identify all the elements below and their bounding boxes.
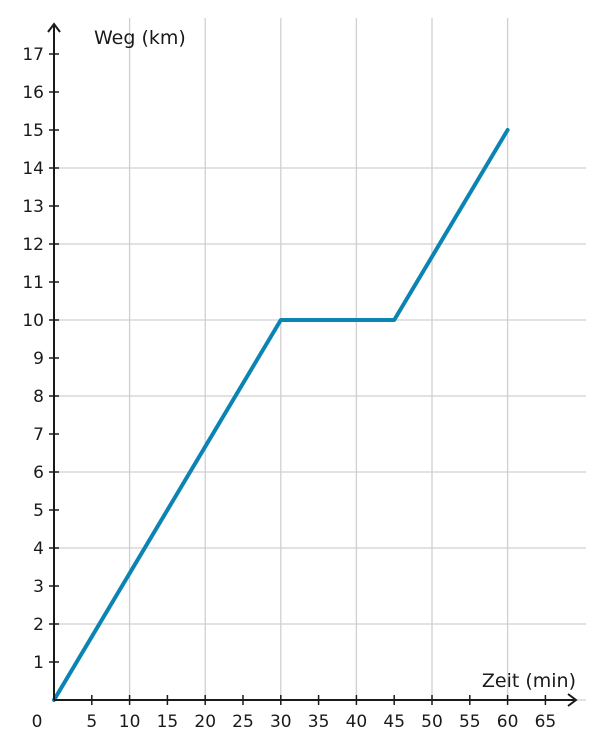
x-axis-label: Zeit (min) xyxy=(482,670,576,692)
x-tick-label: 40 xyxy=(346,712,368,732)
y-tick-label: 12 xyxy=(22,235,44,255)
series-layer xyxy=(52,128,510,702)
series-line xyxy=(52,128,510,702)
x-tick-label: 30 xyxy=(270,712,292,732)
x-tick-label: 35 xyxy=(308,712,330,732)
x-tick-label: 5 xyxy=(86,712,97,732)
y-tick-label: 17 xyxy=(22,45,44,65)
y-axis-arrow xyxy=(47,22,61,33)
x-tick-label: 15 xyxy=(157,712,179,732)
x-tick-label: 45 xyxy=(383,712,405,732)
y-tick-label: 8 xyxy=(33,387,44,407)
y-tick-label: 14 xyxy=(22,159,44,179)
y-tick-label: 6 xyxy=(33,463,44,483)
y-tick-label: 7 xyxy=(33,425,44,445)
x-tick-label: 60 xyxy=(497,712,519,732)
origin-label: 0 xyxy=(32,712,43,732)
x-tick-label: 20 xyxy=(194,712,216,732)
y-tick-label: 15 xyxy=(22,121,44,141)
y-tick-label: 3 xyxy=(33,577,44,597)
x-tick-label: 65 xyxy=(535,712,557,732)
x-tick-label: 55 xyxy=(459,712,481,732)
y-tick-label: 11 xyxy=(22,273,44,293)
y-tick-label: 1 xyxy=(33,653,44,673)
ticks: 5 10 15 20 25 30 35 40 45 50 55 60 65123456789101112… xyxy=(22,45,556,732)
y-tick-label: 2 xyxy=(33,615,44,635)
x-axis-arrow xyxy=(567,693,578,707)
x-tick-label: 10 xyxy=(119,712,141,732)
y-tick-label: 9 xyxy=(33,349,44,369)
y-axis-label: Weg (km) xyxy=(94,27,186,49)
y-tick-label: 16 xyxy=(22,83,44,103)
y-tick-label: 10 xyxy=(22,311,44,331)
x-tick-label: 50 xyxy=(421,712,443,732)
x-tick-label: 25 xyxy=(232,712,254,732)
y-tick-label: 13 xyxy=(22,197,44,217)
axes xyxy=(47,22,578,707)
y-tick-label: 5 xyxy=(33,501,44,521)
y-tick-label: 4 xyxy=(33,539,44,559)
grid xyxy=(54,18,586,701)
